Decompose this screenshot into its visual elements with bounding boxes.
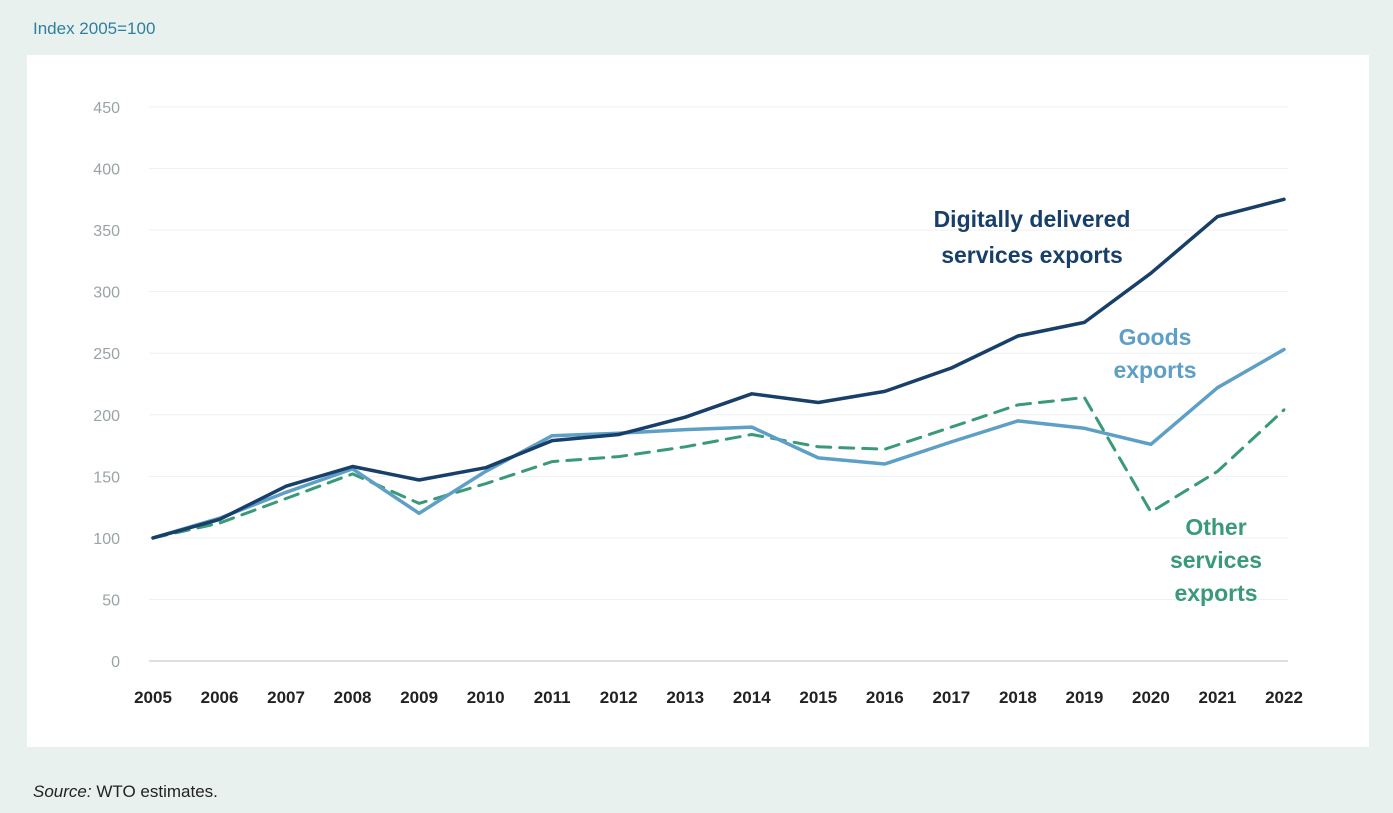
x-tick-label: 2021 <box>1199 688 1237 707</box>
y-tick-label: 400 <box>93 162 120 179</box>
chart-panel: 0 50 100 150 200 250 300 350 400 450 2005 2006 2007… <box>27 55 1369 747</box>
series-label-line: Goods <box>1119 324 1192 350</box>
x-tick-label: 2022 <box>1265 688 1303 707</box>
source-prefix: Source: <box>33 782 92 801</box>
source-text: WTO estimates. <box>96 782 218 801</box>
source-note: Source: WTO estimates. <box>33 782 218 802</box>
x-tick-label: 2019 <box>1065 688 1103 707</box>
x-tick-label: 2015 <box>799 688 837 707</box>
y-tick-label: 50 <box>102 592 120 609</box>
x-tick-label: 2014 <box>733 688 771 707</box>
x-tick-label: 2007 <box>267 688 305 707</box>
y-tick-label: 150 <box>93 469 120 486</box>
x-tick-label: 2016 <box>866 688 904 707</box>
x-tick-label: 2008 <box>334 688 372 707</box>
series-line-other-services-exports <box>151 396 1286 540</box>
series-label-line: Digitally delivered <box>934 206 1131 232</box>
series-label-other-services-exports: Other services exports <box>1170 514 1262 606</box>
y-tick-label: 350 <box>93 223 120 240</box>
y-tick-label: 200 <box>93 408 120 425</box>
series-label-line: services <box>1170 547 1262 573</box>
x-tick-label: 2020 <box>1132 688 1170 707</box>
y-tick-label: 0 <box>111 654 120 671</box>
y-tick-label: 300 <box>93 285 120 302</box>
x-tick-label: 2018 <box>999 688 1037 707</box>
x-tick-label: 2006 <box>201 688 239 707</box>
series-label-line: exports <box>1113 357 1196 383</box>
x-tick-label: 2005 <box>134 688 172 707</box>
y-axis-ticks: 0 50 100 150 200 250 300 350 400 450 <box>93 100 120 671</box>
series-label-digitally-delivered-services-exports: Digitally delivered services exports <box>934 206 1131 268</box>
x-tick-label: 2011 <box>534 688 571 707</box>
x-tick-label: 2009 <box>400 688 438 707</box>
x-tick-label: 2012 <box>600 688 638 707</box>
series-line-goods-exports <box>151 347 1286 540</box>
series-label-line: Other <box>1185 514 1246 540</box>
x-tick-label: 2017 <box>932 688 970 707</box>
line-chart: 0 50 100 150 200 250 300 350 400 450 2005 2006 2007… <box>93 100 1303 707</box>
series-label-line: services exports <box>941 242 1123 268</box>
x-tick-label: 2013 <box>666 688 704 707</box>
series-labels: Digitally delivered services exportsGoods… <box>934 206 1262 606</box>
series-label-goods-exports: Goods exports <box>1113 324 1196 383</box>
y-tick-label: 100 <box>93 531 120 548</box>
y-tick-label: 250 <box>93 346 120 363</box>
x-tick-label: 2010 <box>467 688 505 707</box>
y-tick-label: 450 <box>93 100 120 117</box>
series-lines <box>151 197 1286 540</box>
gridlines <box>149 106 1288 662</box>
series-line-digitally-delivered-services-exports <box>151 197 1286 540</box>
x-axis-ticks: 2005 2006 2007 2008 2009 2010 2011 2012 2013 2014… <box>134 688 1303 707</box>
series-label-line: exports <box>1174 580 1257 606</box>
y-axis-unit-label: Index 2005=100 <box>33 19 156 38</box>
